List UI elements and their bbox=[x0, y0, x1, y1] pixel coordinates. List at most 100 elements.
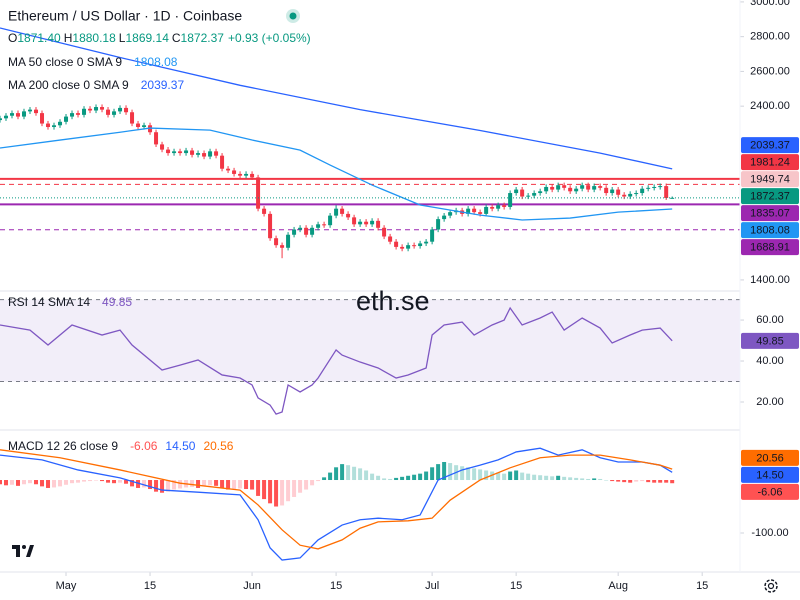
candle-body bbox=[124, 107, 129, 113]
candle-body bbox=[58, 121, 63, 126]
candle-body bbox=[118, 107, 123, 112]
candle-body bbox=[586, 185, 591, 190]
settings-button[interactable] bbox=[764, 579, 778, 593]
candle-body bbox=[478, 212, 483, 214]
candle-body bbox=[0, 118, 2, 121]
histogram-bar bbox=[436, 464, 441, 481]
histogram-bar bbox=[340, 464, 345, 481]
symbol-title: Ethereum / US Dollar · 1D · Coinbase bbox=[8, 8, 242, 24]
gear-outline[interactable] bbox=[764, 579, 778, 593]
histogram-bar bbox=[112, 480, 117, 484]
price-badge bbox=[741, 332, 799, 349]
price-badge bbox=[741, 154, 799, 171]
price-badge-label: 1981.24 bbox=[750, 157, 790, 169]
price-badge-label: 14.50 bbox=[756, 469, 784, 481]
candle-body bbox=[40, 113, 45, 124]
histogram-bar bbox=[316, 480, 321, 482]
histogram-bar bbox=[262, 480, 267, 500]
candle-body bbox=[292, 229, 297, 235]
candle-body bbox=[268, 213, 273, 239]
logo-part bbox=[12, 545, 20, 557]
histogram-bar bbox=[646, 480, 651, 483]
watermark: eth.se bbox=[356, 286, 430, 316]
histogram-bar bbox=[502, 473, 507, 481]
candle-body bbox=[466, 208, 471, 214]
histogram-bar bbox=[0, 480, 2, 485]
histogram-bar bbox=[250, 480, 255, 490]
candle-body bbox=[574, 188, 579, 192]
histogram-bar bbox=[208, 480, 213, 486]
candle-body bbox=[484, 206, 489, 214]
x-tick-label: Jun bbox=[243, 580, 261, 592]
histogram-bar bbox=[10, 480, 15, 485]
x-tick-label: May bbox=[56, 580, 77, 592]
candle-body bbox=[22, 111, 27, 117]
candle-body bbox=[172, 151, 177, 154]
candle-body bbox=[76, 113, 81, 115]
candle-body bbox=[244, 173, 249, 176]
histogram-bar bbox=[178, 480, 183, 489]
candle-body bbox=[64, 116, 69, 122]
candle-body bbox=[622, 194, 627, 197]
candle-body bbox=[262, 208, 267, 214]
histogram-bar bbox=[580, 478, 585, 481]
candle-body bbox=[370, 220, 375, 225]
candle-body bbox=[46, 123, 51, 128]
ohlc-value: 1872.37 bbox=[181, 31, 225, 45]
histogram-bar bbox=[16, 480, 21, 486]
histogram-bar bbox=[562, 476, 567, 481]
ohlc-legend: O1871.40 H1880.18 L1869.14 C1872.37 +0.93 (+… bbox=[8, 31, 311, 45]
candle-body bbox=[256, 177, 261, 209]
histogram-bar bbox=[256, 480, 261, 496]
candle-body bbox=[376, 220, 381, 228]
x-tick-label: 15 bbox=[330, 580, 342, 592]
histogram-bar bbox=[418, 473, 423, 481]
ohlc-key: L bbox=[119, 31, 126, 45]
x-tick-label: Aug bbox=[608, 580, 628, 592]
histogram-bar bbox=[394, 477, 399, 481]
histogram-bar bbox=[100, 480, 105, 482]
gear-center[interactable] bbox=[767, 582, 775, 590]
histogram-bar bbox=[130, 480, 135, 487]
candle-body bbox=[82, 108, 87, 115]
histogram-bar bbox=[190, 480, 195, 487]
histogram-bar bbox=[652, 480, 657, 483]
price-badge-label: 1872.37 bbox=[750, 191, 790, 203]
histogram-bar bbox=[532, 474, 537, 481]
candle-body bbox=[100, 107, 105, 110]
candle-body bbox=[148, 125, 153, 133]
histogram-bar bbox=[442, 461, 447, 481]
candle-body bbox=[562, 185, 567, 188]
histogram-bar bbox=[346, 465, 351, 481]
price-badge-label: 20.56 bbox=[756, 452, 784, 464]
price-badge bbox=[741, 466, 799, 483]
candle-body bbox=[304, 227, 309, 235]
candle-body bbox=[238, 173, 243, 176]
price-badge bbox=[741, 449, 799, 466]
candle-body bbox=[406, 245, 411, 249]
candle-body bbox=[130, 112, 135, 124]
candle-body bbox=[136, 123, 141, 128]
histogram-bar bbox=[628, 480, 633, 483]
candle-body bbox=[514, 189, 519, 194]
candle-body bbox=[652, 186, 657, 188]
candle-body bbox=[388, 236, 393, 242]
histogram-bar bbox=[622, 480, 627, 483]
candle-body bbox=[328, 215, 333, 226]
histogram-bar bbox=[232, 480, 237, 490]
candle-body bbox=[634, 193, 639, 195]
candle-body bbox=[334, 208, 339, 216]
candle-body bbox=[160, 144, 165, 150]
indicator-name: MA 50 close 0 SMA 9 bbox=[8, 55, 122, 69]
y-tick-label: 1400.00 bbox=[750, 274, 790, 286]
candle-body bbox=[598, 186, 603, 188]
histogram-bar bbox=[274, 480, 279, 507]
tradingview-logo bbox=[12, 545, 34, 557]
histogram-bar bbox=[34, 480, 39, 485]
histogram-bar bbox=[634, 480, 639, 482]
x-tick-label: Jul bbox=[425, 580, 439, 592]
histogram-bar bbox=[58, 480, 63, 487]
candle-body bbox=[526, 195, 531, 197]
histogram-bar bbox=[148, 480, 153, 490]
ohlc-value: 1869.14 bbox=[125, 31, 169, 45]
